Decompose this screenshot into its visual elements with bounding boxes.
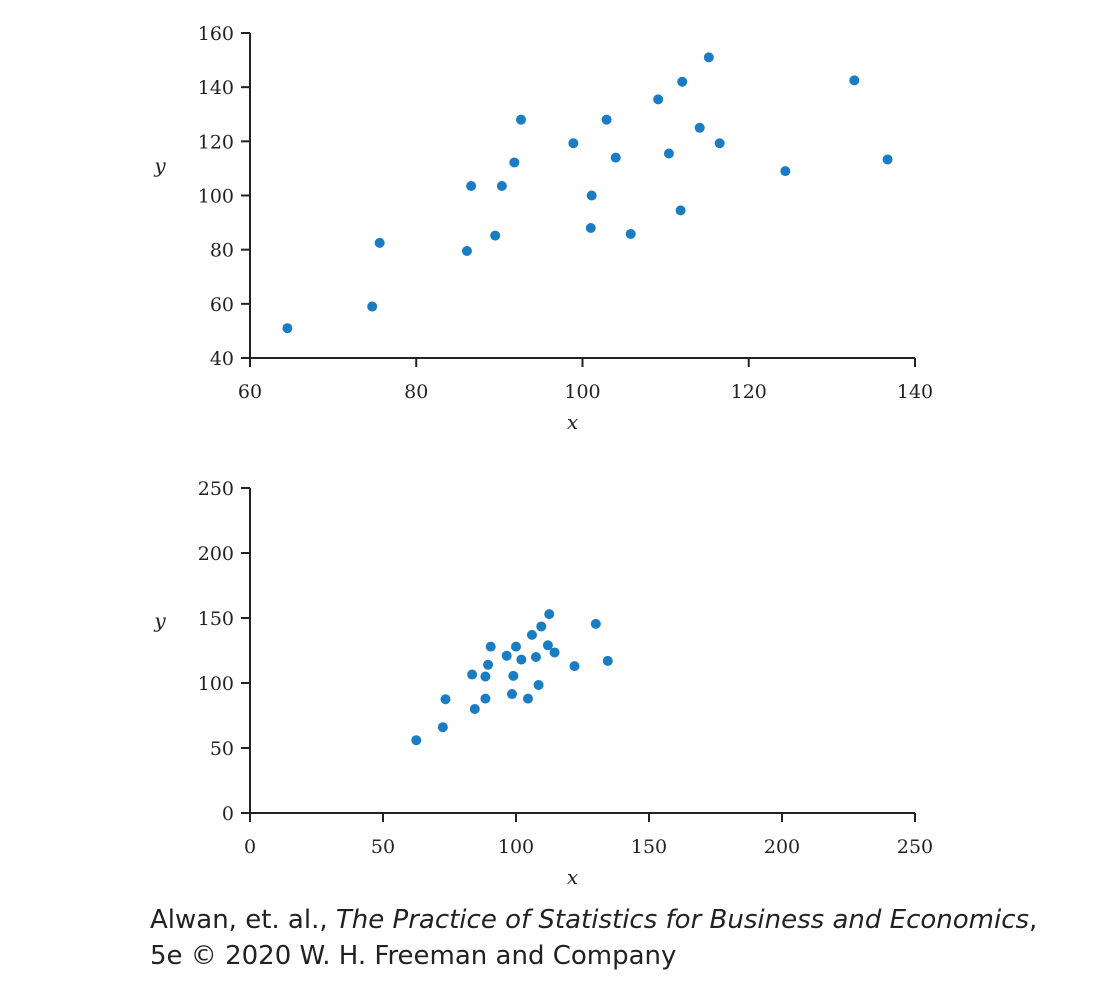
- credit-comma: ,: [1029, 905, 1038, 935]
- data-point: [480, 693, 491, 704]
- credit-line-1: Alwan, et. al., The Practice of Statisti…: [150, 902, 1050, 938]
- credit-authors: Alwan, et. al.,: [150, 905, 336, 935]
- data-point: [440, 694, 451, 705]
- y-tick-label: 150: [198, 608, 234, 630]
- x-tick-label: 100: [564, 381, 600, 403]
- data-point: [625, 228, 636, 239]
- data-point: [536, 621, 547, 632]
- data-point: [714, 138, 725, 149]
- data-point: [569, 661, 580, 672]
- x-tick-label: 50: [371, 836, 395, 858]
- data-point: [542, 640, 553, 651]
- x-tick-label: 100: [498, 836, 534, 858]
- y-tick-label: 120: [198, 131, 234, 153]
- figure-credit: Alwan, et. al., The Practice of Statisti…: [150, 902, 1050, 974]
- data-point: [530, 652, 541, 662]
- y-tick-label: 0: [222, 803, 234, 825]
- data-point: [507, 689, 518, 700]
- data-point: [585, 223, 596, 233]
- data-point: [515, 114, 526, 125]
- y-tick-label: 60: [210, 294, 234, 316]
- data-point: [526, 629, 537, 640]
- x-tick-label: 80: [404, 381, 428, 403]
- data-point: [367, 301, 378, 312]
- y-axis-label: y: [153, 154, 166, 178]
- data-point: [496, 181, 507, 192]
- data-point: [533, 679, 544, 690]
- y-tick-label: 160: [198, 23, 234, 45]
- credit-line-2: 5e © 2020 W. H. Freeman and Company: [150, 941, 677, 971]
- data-point: [461, 246, 472, 257]
- data-point: [522, 693, 533, 704]
- data-point: [544, 609, 555, 620]
- y-tick-label: 200: [198, 543, 234, 565]
- x-tick-label: 60: [238, 381, 262, 403]
- data-point: [677, 76, 688, 87]
- x-tick-label: 200: [764, 836, 800, 858]
- y-tick-label: 100: [198, 186, 234, 208]
- y-tick-label: 80: [210, 240, 234, 262]
- data-point: [675, 205, 686, 216]
- x-axis-label: x: [567, 410, 578, 434]
- x-tick-label: 120: [731, 381, 767, 403]
- data-point: [694, 122, 705, 133]
- credit-book-title: The Practice of Statistics for Business …: [335, 905, 1030, 935]
- data-point: [467, 669, 478, 680]
- data-point: [882, 154, 893, 165]
- data-point: [516, 654, 527, 665]
- data-point: [509, 157, 520, 168]
- scatter-plot-bottom: 0 50 100 150 200 250 0 50 100 150 200 250 x y: [153, 478, 933, 889]
- data-point: [780, 166, 791, 177]
- data-point: [849, 75, 860, 86]
- data-point: [610, 152, 621, 163]
- data-point: [374, 237, 385, 248]
- data-point: [511, 641, 521, 652]
- data-point: [703, 52, 714, 63]
- x-tick-label: 150: [631, 836, 667, 858]
- data-point: [508, 670, 519, 681]
- x-tick-label: 140: [897, 381, 933, 403]
- data-point: [586, 190, 597, 201]
- data-point: [437, 722, 448, 733]
- y-tick-label: 100: [198, 673, 234, 695]
- data-point: [282, 323, 293, 334]
- data-point: [501, 650, 512, 661]
- y-tick-label: 140: [198, 77, 234, 99]
- data-point: [602, 655, 613, 666]
- data-point: [411, 735, 422, 746]
- x-tick-label: 0: [244, 836, 256, 858]
- data-point: [480, 671, 491, 682]
- data-point: [568, 138, 579, 149]
- x-axis-label: x: [567, 865, 578, 889]
- data-point: [601, 114, 612, 125]
- y-axis-label: y: [153, 609, 166, 633]
- y-tick-label: 50: [210, 738, 234, 760]
- data-point: [485, 641, 496, 652]
- data-point: [590, 618, 601, 629]
- data-point: [490, 230, 501, 241]
- x-tick-label: 250: [897, 836, 933, 858]
- y-tick-label: 40: [210, 348, 234, 370]
- data-point: [483, 659, 494, 670]
- data-point: [663, 148, 674, 159]
- data-point: [653, 94, 664, 105]
- data-point: [466, 181, 477, 192]
- data-point: [549, 647, 560, 658]
- data-point: [469, 704, 480, 714]
- y-tick-label: 250: [198, 478, 234, 500]
